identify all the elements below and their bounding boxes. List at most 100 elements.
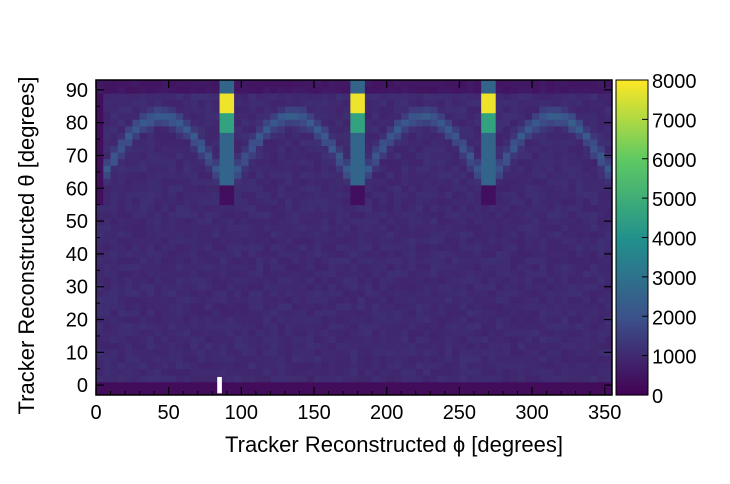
heatmap-cell — [140, 316, 148, 323]
heatmap-cell — [379, 343, 387, 350]
heatmap-cell — [459, 343, 467, 350]
heatmap-cell — [365, 323, 373, 330]
heatmap-cell — [111, 198, 119, 205]
colorbar-tick-label: 3000 — [652, 268, 697, 290]
heatmap-cell — [140, 343, 148, 350]
heatmap-cell — [307, 93, 315, 100]
heatmap-cell — [220, 87, 228, 94]
heatmap-cell — [459, 297, 467, 304]
heatmap-cell — [183, 218, 191, 225]
heatmap-cell — [372, 139, 380, 146]
heatmap-cell — [285, 231, 293, 238]
heatmap-cell — [416, 290, 424, 297]
heatmap-cell — [147, 356, 155, 363]
heatmap-cell — [336, 382, 344, 389]
heatmap-cell — [299, 93, 307, 100]
heatmap-cell — [350, 119, 358, 126]
heatmap-cell — [118, 382, 126, 389]
heatmap-cell — [132, 231, 140, 238]
heatmap-cell — [525, 369, 533, 376]
heatmap-cell — [518, 297, 526, 304]
x-tick-label: 100 — [225, 402, 258, 424]
heatmap-cell — [496, 244, 504, 251]
heatmap-cell — [467, 323, 475, 330]
heatmap-cell — [321, 139, 329, 146]
heatmap-cell — [503, 362, 511, 369]
heatmap-cell — [263, 343, 271, 350]
heatmap-cell — [372, 349, 380, 356]
heatmap-cell — [314, 178, 322, 185]
heatmap-cell — [278, 375, 286, 382]
heatmap-cell — [278, 165, 286, 172]
heatmap-cell — [605, 178, 613, 185]
heatmap-cell — [532, 126, 540, 133]
heatmap-cell — [190, 336, 198, 343]
heatmap-cell — [103, 152, 111, 159]
heatmap-cell — [518, 382, 526, 389]
heatmap-cell — [481, 244, 489, 251]
heatmap-cell — [169, 349, 177, 356]
heatmap-cell — [518, 343, 526, 350]
heatmap-cell — [147, 192, 155, 199]
heatmap-cell — [401, 87, 409, 94]
heatmap-cell — [176, 375, 184, 382]
heatmap-cell — [394, 323, 402, 330]
heatmap-cell — [336, 165, 344, 172]
heatmap-cell — [299, 119, 307, 126]
heatmap-cell — [343, 172, 351, 179]
heatmap-cell — [423, 369, 431, 376]
heatmap-cell — [488, 336, 496, 343]
heatmap-cell — [358, 382, 366, 389]
heatmap-cell — [576, 178, 584, 185]
heatmap-cell — [554, 185, 562, 192]
heatmap-cell — [321, 310, 329, 317]
heatmap-cell — [590, 93, 598, 100]
heatmap-cell — [111, 224, 119, 231]
heatmap-cell — [445, 172, 453, 179]
heatmap-cell — [605, 277, 613, 284]
heatmap-cell — [321, 146, 329, 153]
heatmap-cell — [532, 290, 540, 297]
heatmap-cell — [256, 87, 264, 94]
heatmap-cell — [365, 106, 373, 113]
heatmap-cell — [307, 257, 315, 264]
heatmap-cell — [140, 277, 148, 284]
heatmap-cell — [459, 146, 467, 153]
heatmap-cell — [270, 290, 278, 297]
heatmap-cell — [147, 231, 155, 238]
heatmap-cell — [358, 316, 366, 323]
heatmap-cell — [154, 310, 162, 317]
heatmap-cell — [176, 172, 184, 179]
heatmap-cell — [590, 343, 598, 350]
heatmap-cell — [547, 270, 555, 277]
heatmap-cell — [161, 270, 169, 277]
heatmap-cell — [183, 198, 191, 205]
heatmap-cell — [205, 329, 213, 336]
heatmap-cell — [241, 297, 249, 304]
heatmap-cell — [183, 80, 191, 87]
heatmap-cell — [292, 211, 300, 218]
heatmap-cell — [154, 336, 162, 343]
heatmap-cell — [256, 146, 264, 153]
heatmap-cell — [430, 152, 438, 159]
heatmap-cell — [118, 119, 126, 126]
heatmap-cell — [314, 80, 322, 87]
heatmap-cell — [605, 113, 613, 120]
heatmap-cell — [576, 297, 584, 304]
heatmap-cell — [416, 152, 424, 159]
heatmap-cell — [416, 297, 424, 304]
heatmap-cell — [299, 178, 307, 185]
heatmap-cell — [147, 270, 155, 277]
heatmap-cell — [292, 329, 300, 336]
heatmap-cell — [496, 172, 504, 179]
heatmap-cell — [256, 251, 264, 258]
heatmap-cell — [481, 257, 489, 264]
heatmap-cell — [169, 264, 177, 271]
heatmap-cell — [263, 139, 271, 146]
heatmap-cell — [169, 100, 177, 107]
heatmap-cell — [263, 93, 271, 100]
heatmap-cell — [467, 106, 475, 113]
heatmap-cell — [387, 165, 395, 172]
heatmap-cell — [329, 251, 337, 258]
heatmap-cell — [576, 257, 584, 264]
